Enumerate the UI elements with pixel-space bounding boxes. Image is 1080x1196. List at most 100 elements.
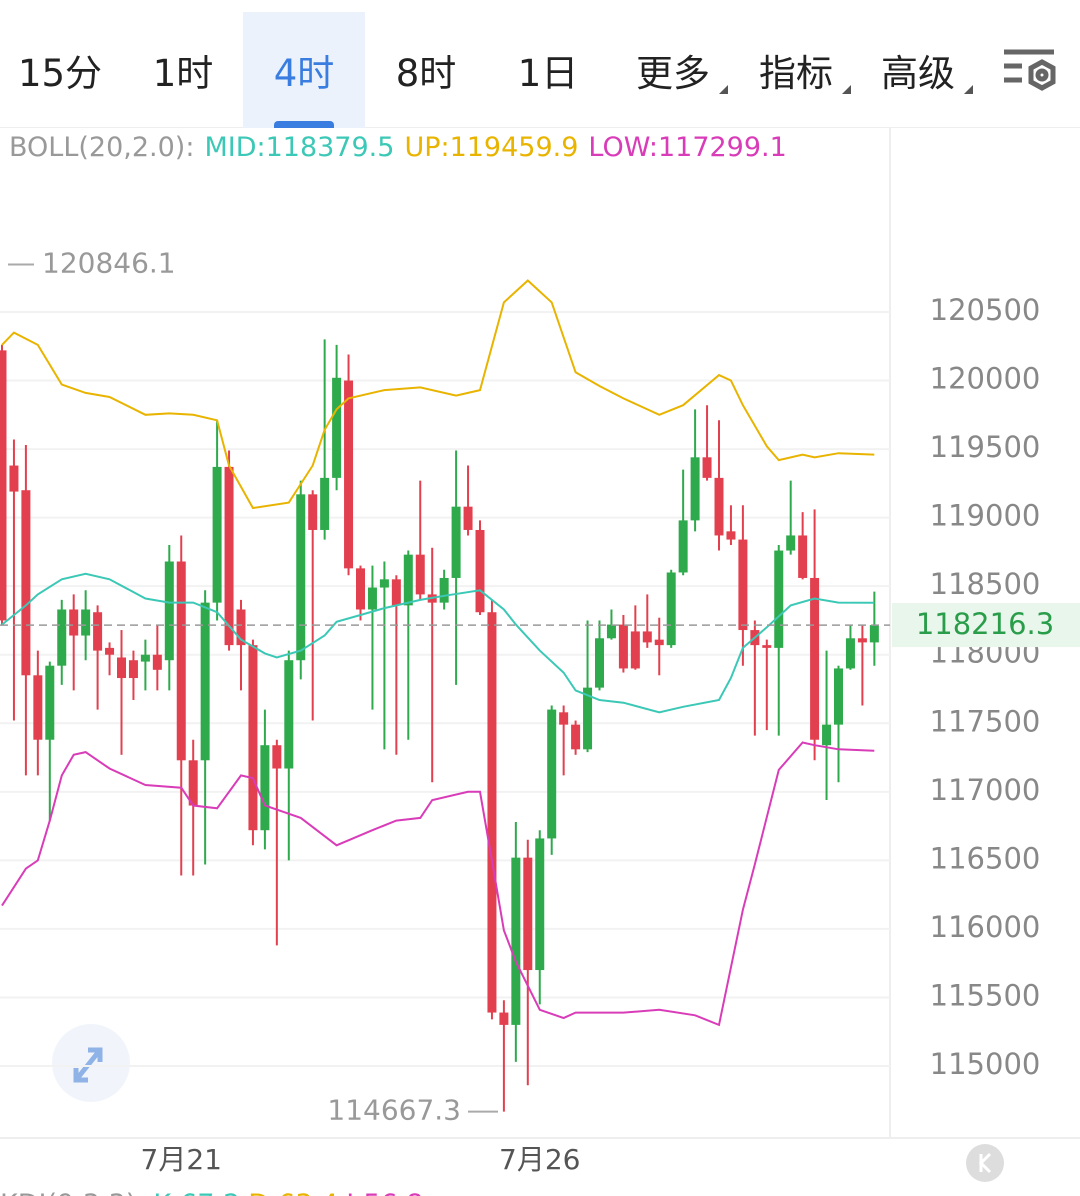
candle-body [356,568,365,610]
candle-body [212,466,222,603]
candle-body [451,506,461,578]
candle-body [475,529,485,613]
x-tick-label: 7月21 [141,1143,222,1176]
candle-body [152,654,162,670]
candle-body [666,572,676,646]
candle-body [738,539,748,631]
kdj-item: K:67.2 [153,1189,240,1196]
boll-line [1,741,875,1027]
candle-body [81,609,91,636]
candle-body [857,638,867,643]
candle-body [845,638,855,669]
candle-body [463,506,473,530]
candle-body [642,631,652,643]
candle-body [140,654,150,662]
candle-body [128,660,138,679]
y-tick-label: 117000 [930,773,1041,807]
tab[interactable]: 8时 [395,52,457,95]
y-tick-label: 118500 [930,567,1041,601]
y-tick-label: 116500 [930,841,1041,875]
candle-body [690,457,700,521]
candle-body [117,657,126,679]
y-tick-label: 119000 [930,499,1041,533]
tab[interactable]: 1日 [517,52,579,95]
candle-body [236,609,246,646]
last-price-label: 118216.3 [916,607,1054,641]
candle-body [248,645,258,831]
max-label: 120846.1 [42,247,176,280]
candle-body [487,612,497,1013]
y-tick-label: 116000 [930,910,1041,944]
candle-body [762,645,772,648]
y-tick-label: 115000 [930,1047,1041,1081]
candle-body [834,668,843,725]
candle-body [810,577,820,740]
candle-body [69,609,79,636]
candle-body [45,665,55,740]
candle-body [391,579,401,606]
candle-body [618,624,628,669]
y-tick-label: 120500 [930,293,1041,327]
candle-body [869,625,879,643]
candle-body [105,647,115,655]
legend-value: 118379.5 [265,132,395,163]
candle-body [415,554,425,595]
candle-body [403,554,413,606]
candle-body [308,494,318,530]
candle-body [547,709,557,839]
collapse-button[interactable] [966,1144,1004,1182]
dropdown-arrow [964,85,973,94]
y-tick-label: 119500 [930,430,1041,464]
kdj-item: J:56.8 [344,1189,423,1196]
y-tick-label: 115500 [930,978,1041,1012]
min-label: 114667.3 [327,1094,461,1127]
candle-body [499,1012,509,1025]
candle-body [93,612,103,651]
candle-body [511,857,521,1025]
candle-body [224,466,234,646]
candle-body [367,587,377,610]
candle-body [583,687,593,750]
tab[interactable]: 指标 [735,12,857,128]
candle-body [786,535,796,551]
candle-body [439,577,449,603]
tab[interactable]: 1时 [152,52,214,95]
tab[interactable]: 15分 [17,52,103,95]
candle-body [774,550,784,648]
candle-body [595,638,604,688]
settings-icon[interactable] [1004,49,1056,91]
candle-body [0,350,7,621]
kdj-item: D:63.4 [248,1189,338,1196]
candle-body [57,609,67,666]
dropdown-arrow [842,85,851,94]
legend-label: UP: [404,132,450,163]
boll-line [1,279,875,510]
dropdown-arrow [719,85,728,94]
candle-body [272,745,282,769]
tab[interactable]: 高级 [857,12,979,128]
indicator-legend: BOLL(20,2.0): MID:118379.5 UP:119459.9 LOW:… [9,132,787,163]
candle-body [702,457,712,478]
candle-body [200,602,210,761]
expand-button[interactable] [52,1024,130,1102]
candle-body [296,494,306,661]
candle-body [678,520,688,573]
candle-body [606,624,616,639]
candle-body [176,561,186,761]
legend-label: LOW: [588,132,658,163]
legend-value: 117299.1 [657,132,787,163]
boll-line [1,572,875,714]
kdj-legend: KDJ(9,3,3): K:67.2 D:63.4 J:56.8 [0,1189,423,1196]
candle-body [571,724,581,750]
tab[interactable]: 4时 [243,12,365,128]
last-price-box [892,603,1080,648]
candle-body [798,535,808,578]
candle-body [726,531,736,540]
candle-body [344,380,354,569]
candle-body [9,465,19,492]
x-tick-label: 7月26 [499,1143,580,1176]
tab[interactable]: 更多 [612,12,734,128]
timeframe-tabs: 15分 1时 4时 8时 1日 更多 指标 高级 [0,0,1080,128]
legend-label: MID: [204,132,266,163]
